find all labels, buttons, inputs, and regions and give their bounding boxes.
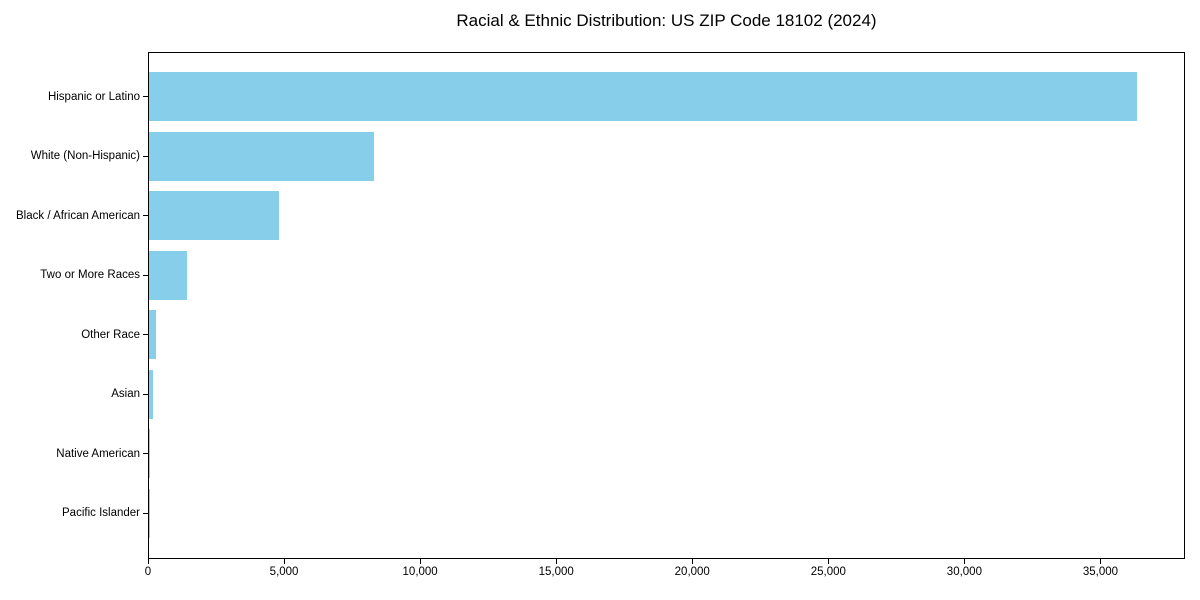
y-tick-label: Hispanic or Latino	[47, 90, 140, 103]
bar-asian	[149, 369, 154, 419]
bar-native-american	[149, 429, 151, 478]
y-tick-label: Native American	[56, 447, 140, 460]
x-tick-label: 5,000	[269, 566, 299, 578]
x-tick-mark	[148, 559, 149, 564]
y-tick-mark	[143, 274, 148, 276]
x-tick-label: 10,000	[402, 566, 438, 578]
bar-other-race	[149, 310, 156, 359]
y-tick-label: Black / African American	[16, 209, 140, 222]
bar-black-african-american	[149, 191, 279, 240]
y-tick-mark	[143, 215, 148, 216]
y-tick-label: Other Race	[81, 328, 140, 341]
x-tick-mark	[964, 559, 966, 564]
bar-two-or-more-races	[149, 250, 187, 300]
x-tick-mark	[556, 559, 558, 564]
x-tick-mark	[1100, 559, 1102, 564]
y-tick-label: Pacific Islander	[62, 507, 140, 519]
x-tick-mark	[692, 559, 694, 564]
chart-title: Racial & Ethnic Distribution: US ZIP Cod…	[456, 11, 877, 30]
y-tick-mark	[143, 512, 148, 514]
y-tick-mark	[143, 334, 148, 335]
x-tick-label: 30,000	[946, 566, 982, 578]
y-tick-label: Two or More Races	[40, 269, 140, 281]
y-tick-label: Asian	[111, 388, 140, 400]
x-tick-mark	[828, 559, 830, 564]
x-tick-label: 15,000	[538, 566, 574, 578]
x-tick-mark	[420, 559, 422, 564]
y-tick-mark	[143, 453, 148, 454]
plot-area	[148, 52, 1185, 559]
y-tick-label: White (Non-Hispanic)	[30, 150, 140, 162]
y-tick-mark	[143, 155, 148, 157]
x-tick-label: 35,000	[1082, 566, 1119, 578]
y-tick-mark	[143, 393, 148, 395]
bar-hispanic-or-latino	[149, 72, 1137, 121]
x-tick-label: 0	[144, 566, 152, 578]
x-tick-mark	[284, 559, 286, 564]
x-tick-label: 25,000	[810, 566, 846, 578]
y-tick-mark	[143, 96, 148, 97]
x-tick-label: 20,000	[674, 566, 710, 578]
bar-white-non-hispanic	[149, 131, 374, 181]
